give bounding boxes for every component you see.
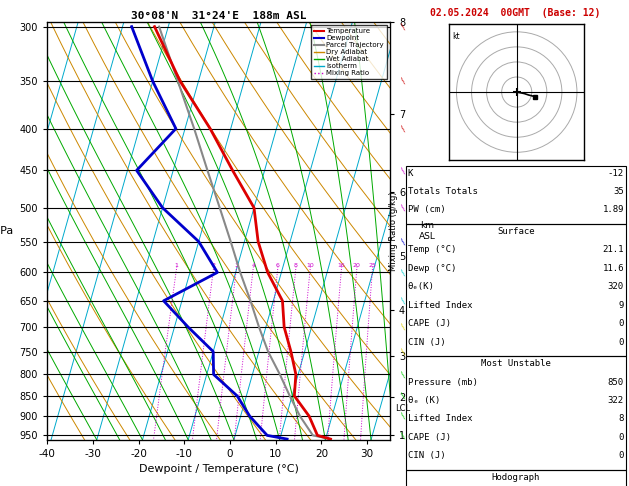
Text: θₑ(K): θₑ(K) xyxy=(408,282,435,291)
Text: /: / xyxy=(399,431,408,439)
Text: K: K xyxy=(408,169,413,177)
Text: PW (cm): PW (cm) xyxy=(408,206,445,214)
Text: 2: 2 xyxy=(211,262,216,268)
Text: 0: 0 xyxy=(618,338,624,347)
Text: /: / xyxy=(399,22,408,31)
Text: /: / xyxy=(399,323,408,331)
Text: 4: 4 xyxy=(252,262,255,268)
Text: 320: 320 xyxy=(608,282,624,291)
Text: Hodograph: Hodograph xyxy=(492,473,540,482)
Y-axis label: hPa: hPa xyxy=(0,226,13,236)
Title: 30°08'N  31°24'E  188m ASL: 30°08'N 31°24'E 188m ASL xyxy=(131,11,306,21)
Text: /: / xyxy=(399,237,408,246)
Text: 0: 0 xyxy=(618,433,624,442)
Text: 02.05.2024  00GMT  (Base: 12): 02.05.2024 00GMT (Base: 12) xyxy=(430,8,600,18)
Text: Lifted Index: Lifted Index xyxy=(408,415,472,423)
Text: Pressure (mb): Pressure (mb) xyxy=(408,378,477,386)
Text: 6: 6 xyxy=(276,262,280,268)
Text: /: / xyxy=(399,77,408,86)
Text: /: / xyxy=(399,124,408,133)
Legend: Temperature, Dewpoint, Parcel Trajectory, Dry Adiabat, Wet Adiabat, Isotherm, Mi: Temperature, Dewpoint, Parcel Trajectory… xyxy=(311,25,386,79)
Text: 9: 9 xyxy=(618,301,624,310)
Text: 1: 1 xyxy=(175,262,179,268)
Text: CAPE (J): CAPE (J) xyxy=(408,433,450,442)
Text: 25: 25 xyxy=(369,262,377,268)
Text: Totals Totals: Totals Totals xyxy=(408,187,477,196)
Text: 0: 0 xyxy=(618,451,624,460)
Text: θₑ (K): θₑ (K) xyxy=(408,396,440,405)
Text: 850: 850 xyxy=(608,378,624,386)
Text: Mixing Ratio (g/kg): Mixing Ratio (g/kg) xyxy=(389,191,398,271)
Text: /: / xyxy=(399,347,408,356)
Text: /: / xyxy=(399,296,408,305)
Text: CIN (J): CIN (J) xyxy=(408,451,445,460)
Text: Surface: Surface xyxy=(497,227,535,236)
Text: 8: 8 xyxy=(294,262,298,268)
Text: /: / xyxy=(399,370,408,379)
Text: Temp (°C): Temp (°C) xyxy=(408,245,456,254)
Text: -12: -12 xyxy=(608,169,624,177)
Text: 8: 8 xyxy=(618,415,624,423)
Text: 3: 3 xyxy=(235,262,238,268)
Text: 20: 20 xyxy=(353,262,361,268)
Text: kt: kt xyxy=(452,32,460,41)
Text: LCL: LCL xyxy=(396,404,411,413)
Text: 35: 35 xyxy=(613,187,624,196)
Text: 322: 322 xyxy=(608,396,624,405)
Text: /: / xyxy=(399,392,408,400)
Text: Lifted Index: Lifted Index xyxy=(408,301,472,310)
Text: Most Unstable: Most Unstable xyxy=(481,359,551,368)
Text: 0: 0 xyxy=(618,319,624,328)
Text: 1.89: 1.89 xyxy=(603,206,624,214)
Text: 10: 10 xyxy=(306,262,314,268)
Text: /: / xyxy=(399,268,408,277)
Y-axis label: km
ASL: km ASL xyxy=(419,221,436,241)
X-axis label: Dewpoint / Temperature (°C): Dewpoint / Temperature (°C) xyxy=(138,465,299,474)
Text: 21.1: 21.1 xyxy=(603,245,624,254)
Text: CIN (J): CIN (J) xyxy=(408,338,445,347)
Text: 11.6: 11.6 xyxy=(603,264,624,273)
Text: CAPE (J): CAPE (J) xyxy=(408,319,450,328)
Text: /: / xyxy=(399,204,408,212)
Text: /: / xyxy=(399,412,408,420)
Text: 16: 16 xyxy=(338,262,345,268)
Text: /: / xyxy=(399,166,408,174)
Text: Dewp (°C): Dewp (°C) xyxy=(408,264,456,273)
